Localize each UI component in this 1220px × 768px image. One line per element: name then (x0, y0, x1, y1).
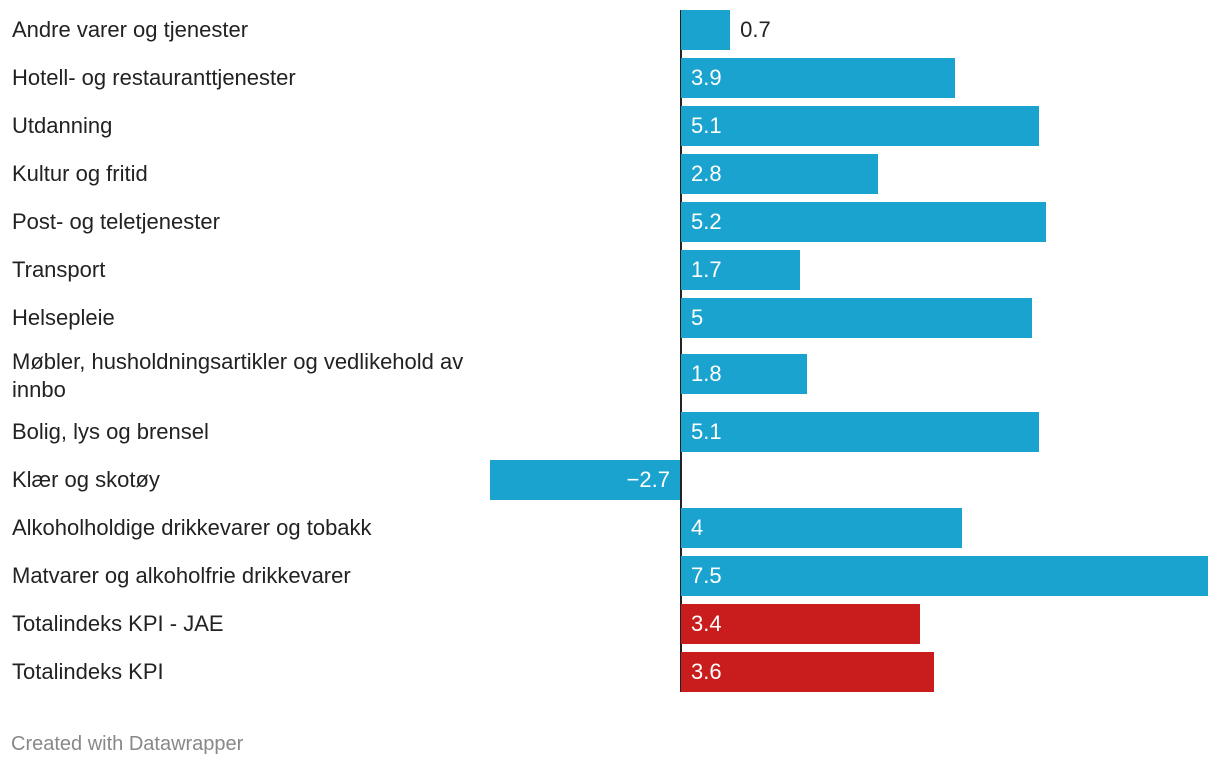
bar-total (681, 604, 920, 644)
bar-row: Matvarer og alkoholfrie drikkevarer 7.5 (0, 556, 1220, 596)
value-label: 2.8 (691, 161, 722, 186)
bar-row: Helsepleie 5 (0, 298, 1220, 338)
bar-row: Møbler, husholdningsartikler og vedlikeh… (0, 349, 1220, 402)
value-label: 5.2 (691, 209, 722, 234)
bar (681, 354, 808, 394)
bar (681, 58, 956, 98)
bar-row: Totalindeks KPI 3.6 (0, 652, 1220, 692)
bar-total (681, 652, 934, 692)
value-label: 3.9 (691, 65, 722, 90)
bar (681, 202, 1047, 242)
value-label: −2.7 (626, 467, 670, 492)
bar-row: Bolig, lys og brensel 5.1 (0, 412, 1220, 452)
datawrapper-credit[interactable]: Created with Datawrapper (11, 733, 244, 755)
category-label: Utdanning (12, 113, 113, 138)
bar (681, 298, 1033, 338)
category-label: Klær og skotøy (12, 467, 160, 492)
value-label: 7.5 (691, 563, 722, 588)
value-label: 0.7 (740, 17, 771, 42)
bar-row: Hotell- og restauranttjenester 3.9 (0, 58, 1220, 98)
bar-row: Utdanning 5.1 (0, 106, 1220, 146)
bar-row: Andre varer og tjenester 0.7 (0, 10, 1220, 50)
bar-row: Totalindeks KPI - JAE 3.4 (0, 604, 1220, 644)
value-label: 5 (691, 305, 704, 330)
bar (490, 460, 680, 500)
value-label: 1.7 (691, 257, 722, 282)
category-label: Totalindeks KPI (12, 659, 164, 684)
bar (681, 106, 1040, 146)
value-label: 5.1 (691, 419, 722, 444)
category-label: Bolig, lys og brensel (12, 419, 209, 444)
value-label: 3.4 (691, 611, 722, 636)
bar-row: Post- og teletjenester 5.2 (0, 202, 1220, 242)
category-label: Helsepleie (12, 305, 115, 330)
bar-row: Kultur og fritid 2.8 (0, 154, 1220, 194)
value-label: 4 (691, 515, 704, 540)
value-label: 5.1 (691, 113, 722, 138)
category-label: Kultur og fritid (12, 161, 148, 186)
value-label: 3.6 (691, 659, 722, 684)
category-label: Møbler, husholdningsartikler og vedlikeh… (12, 349, 464, 402)
bar-chart: Andre varer og tjenester 0.7 Hotell- og re… (0, 10, 1220, 692)
bar (681, 556, 1208, 596)
category-label: Totalindeks KPI - JAE (12, 611, 224, 636)
category-label: Post- og teletjenester (12, 209, 220, 234)
bar (681, 412, 1040, 452)
bar (681, 250, 801, 290)
category-label: Matvarer og alkoholfrie drikkevarer (12, 563, 351, 588)
bar (681, 508, 963, 548)
category-label: Transport (12, 257, 106, 282)
zero-axis-line (680, 10, 682, 692)
bar (681, 10, 731, 50)
category-label: Andre varer og tjenester (12, 17, 249, 42)
bar-row: Klær og skotøy −2.7 (0, 460, 1220, 500)
bar-row: Transport 1.7 (0, 250, 1220, 290)
value-label: 1.8 (691, 361, 722, 386)
bar (681, 154, 878, 194)
category-label: Hotell- og restauranttjenester (12, 65, 296, 90)
category-label: Alkoholholdige drikkevarer og tobakk (12, 515, 372, 540)
bar-row: Alkoholholdige drikkevarer og tobakk 4 (0, 508, 1220, 548)
